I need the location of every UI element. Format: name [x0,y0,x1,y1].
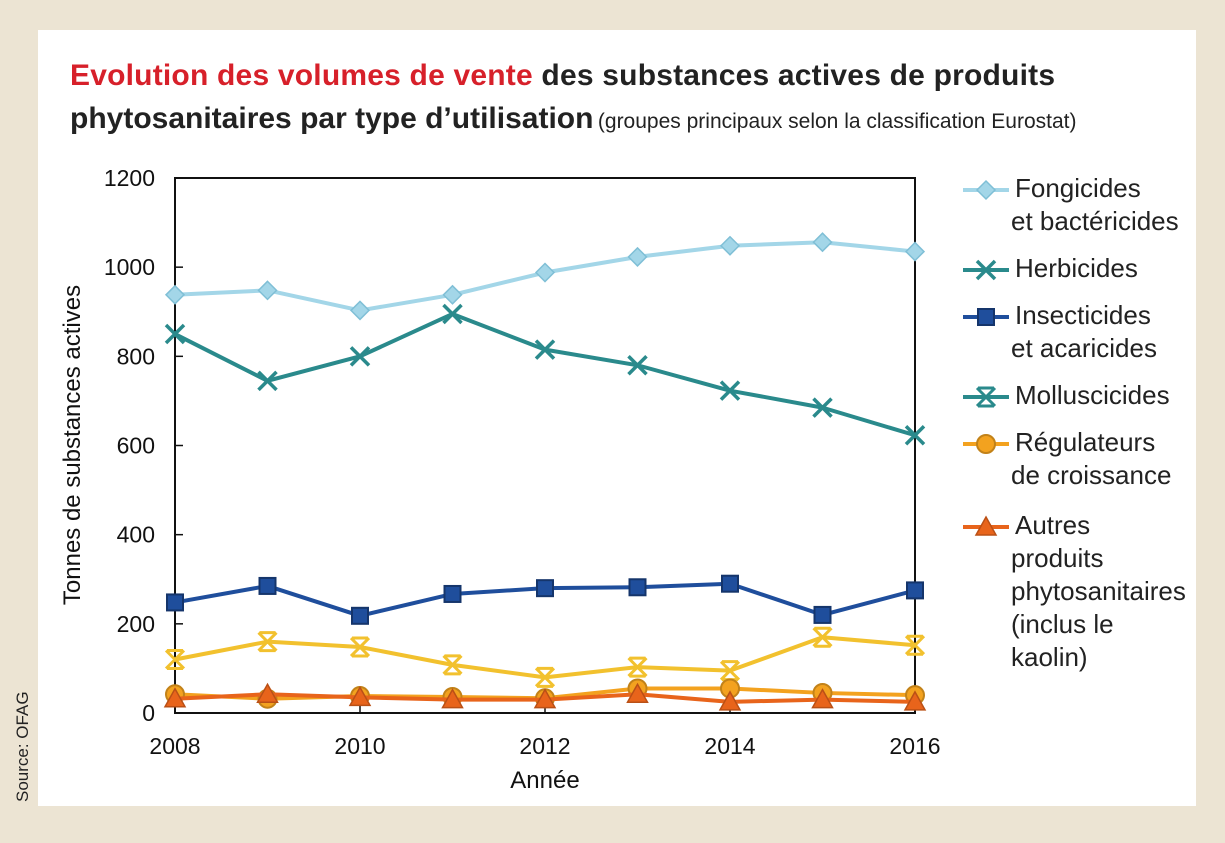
plot: 0 200 400 600 800 1000 1200 2008 2010 2012 2014 201… [104,165,941,759]
marker [812,232,833,253]
y-tick-label: 600 [117,433,155,459]
marker [534,339,556,360]
x-tick-label: 2016 [889,733,940,759]
marker [813,605,832,624]
y-tick-label: 1000 [104,254,155,280]
marker [904,241,926,262]
x-tick-label: 2008 [149,733,200,759]
marker [164,284,186,305]
legend-entry: Herbicides [945,252,1195,285]
marker [442,654,463,676]
marker [975,386,997,408]
marker [164,649,186,670]
legend-icon [963,308,1009,327]
marker [351,606,369,625]
title-part: phytosanitaires par type d’utilisation [70,102,593,135]
marker [163,687,187,708]
marker [534,262,556,283]
marker [812,626,833,648]
marker [627,355,648,376]
marker [906,581,924,600]
marker [718,690,742,711]
marker [812,397,833,418]
marker [349,636,371,658]
chart-subtitle: (groupes principaux selon la classificat… [598,110,1077,133]
title-part: des substances actives de produits [541,59,1055,92]
legend-icon [963,434,1009,455]
marker [258,576,277,595]
marker [976,434,996,455]
y-axis-label: Tonnes de substances actives [59,285,86,605]
y-tick-label: 1200 [104,165,155,191]
legend-icon [963,259,1009,281]
marker [257,280,278,301]
marker [628,578,647,597]
legend-label: Régulateurs de croissance [961,426,1195,492]
legend-entry: Autres produits phytosanitaires (inclus … [945,509,1195,674]
marker [977,308,995,327]
marker [974,515,998,536]
marker [811,688,834,709]
marker [533,688,557,709]
marker [349,300,371,321]
marker [536,579,554,598]
legend-label: Herbicides [961,252,1195,285]
marker [348,685,372,707]
marker [627,656,648,678]
marker [904,425,926,446]
legend-icon [963,386,1009,408]
legend-label: Molluscicides [961,379,1195,412]
source: Source: OFAG [13,691,32,802]
y-tick-label: 400 [117,522,155,548]
y-tick-label: 800 [117,343,155,369]
marker [257,631,278,653]
x-tick-label: 2012 [519,733,570,759]
legend-entry: Régulateurs de croissance [945,426,1195,492]
marker [719,235,741,256]
marker [719,660,741,682]
legend-icon [963,515,1009,536]
x-tick-label: 2010 [334,733,385,759]
marker [721,574,739,593]
legend-label: Fongicides et bactéricides [961,172,1195,238]
marker [164,323,186,345]
marker [975,180,997,201]
legend-label: Insecticides et acaricides [961,299,1195,365]
legend-entry: Fongicides et bactéricides [945,172,1195,238]
legend: Fongicides et bactéricides Herbicides Inse… [945,172,1195,674]
legend-icon [963,180,1009,201]
legend-label: Autres produits phytosanitaires (inclus … [961,509,1195,674]
marker [903,690,927,711]
panel [38,30,1196,806]
marker [441,688,464,709]
legend-entry: Molluscicides [945,379,1195,412]
title-highlight: Evolution des volumes de vente [70,59,533,92]
x-axis-label: Année [510,767,579,794]
y-tick-label: 200 [117,611,155,637]
marker [626,682,649,704]
chart-title-line: phytosanitaires par type d’utilisation (… [70,102,1076,135]
y-tick-label: 0 [142,700,155,726]
legend-entry: Insecticides et acaricides [945,299,1195,365]
marker [442,284,463,305]
marker [349,346,371,367]
marker [975,259,997,281]
marker [904,634,926,656]
marker [166,593,184,612]
x-tick-label: 2014 [704,733,755,759]
marker [442,303,463,325]
chart-title: Evolution des volumes de vente des subst… [70,59,1055,92]
marker [719,380,741,401]
marker [257,370,278,392]
marker [534,666,556,688]
marker [443,584,462,603]
marker [627,246,648,267]
marker [256,682,279,704]
